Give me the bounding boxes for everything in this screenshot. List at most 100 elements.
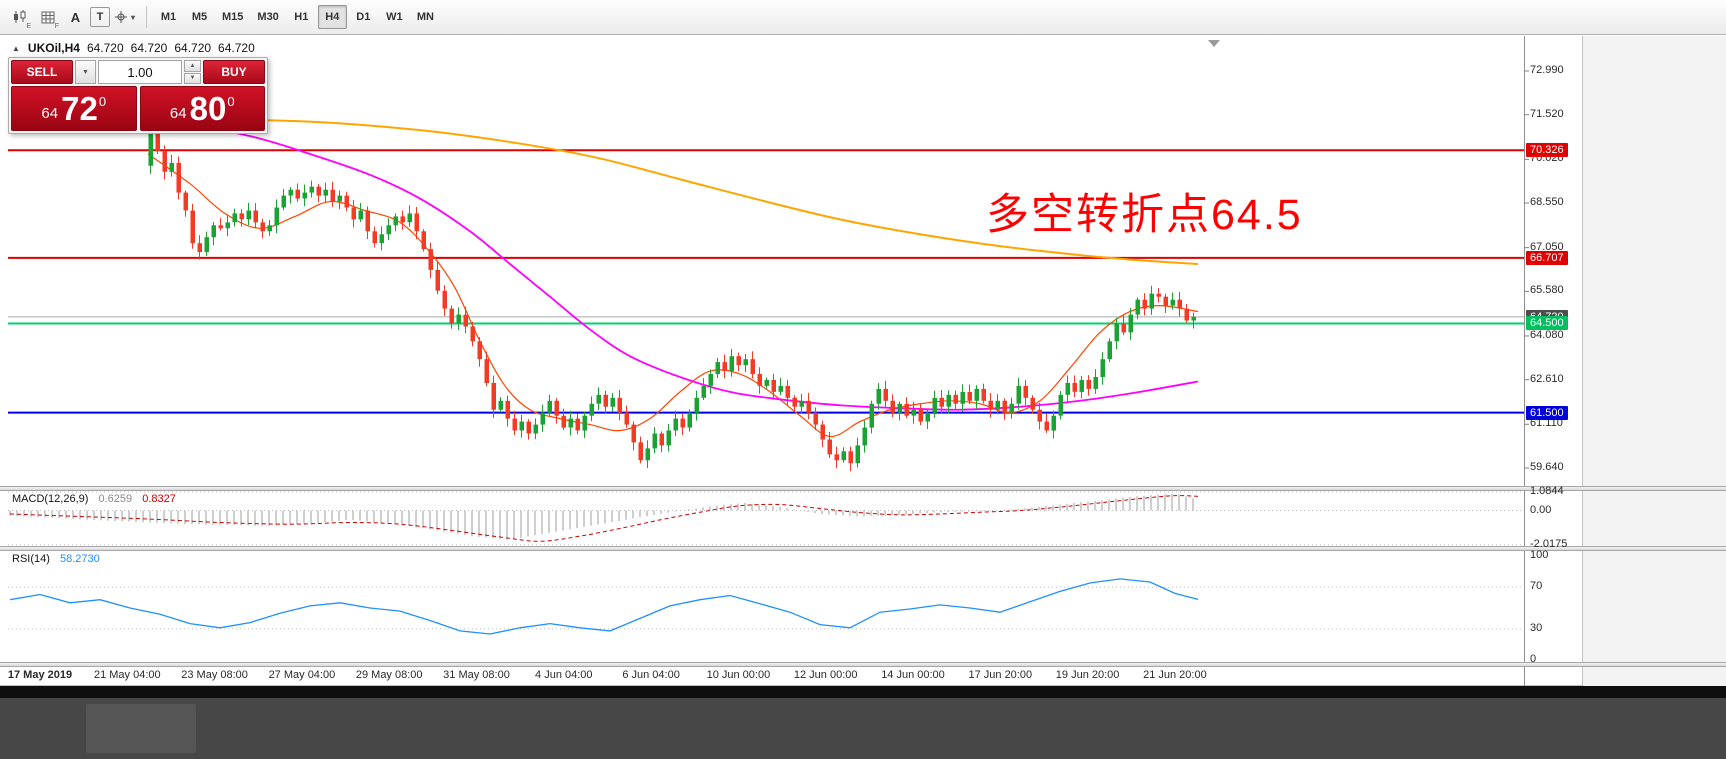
chevron-down-icon[interactable]: ▾ xyxy=(130,12,135,22)
toolbar-separator xyxy=(146,6,147,28)
timeframe-button-m15[interactable]: M15 xyxy=(222,11,244,23)
one-click-trading-panel: SELL ▼ ▲ ▼ BUY 64 72 0 64 80 0 xyxy=(8,57,268,134)
macd-scale-label: 1.0844 xyxy=(1530,485,1564,497)
caret-up-icon: ▲ xyxy=(189,62,196,69)
price-line-badge: 64.500 xyxy=(1526,316,1568,331)
sell-price-display[interactable]: 64 72 0 xyxy=(11,86,137,131)
volume-increase-button[interactable]: ▲ xyxy=(184,60,201,72)
rsi-scale-label: 0 xyxy=(1530,653,1537,665)
rsi-value: 58.2730 xyxy=(59,553,100,565)
quote-low: 64.720 xyxy=(174,41,212,55)
buy-price-display[interactable]: 64 80 0 xyxy=(139,86,265,131)
buy-price-main: 80 xyxy=(189,90,227,127)
rsi-header: RSI(14) 58.2730 xyxy=(12,553,100,565)
volume-dropdown-button[interactable]: ▼ xyxy=(75,60,96,84)
macd-signal-value: 0.8327 xyxy=(142,493,176,505)
timeframe-button-w1[interactable]: W1 xyxy=(386,11,403,23)
moving-average-lines xyxy=(7,118,1199,438)
price-axis-label: 72.990 xyxy=(1530,64,1564,76)
volume-stepper: ▲ ▼ xyxy=(184,60,201,84)
time-axis-label: 10 Jun 00:00 xyxy=(706,669,771,681)
macd-scale-label: 0.00 xyxy=(1530,503,1552,516)
sell-button[interactable]: SELL xyxy=(11,60,73,84)
macd-title: MACD(12,26,9) xyxy=(12,493,89,505)
rsi-scale-label: 70 xyxy=(1530,580,1543,593)
timeframe-button-mn[interactable]: MN xyxy=(416,11,434,23)
time-axis-label: 27 May 04:00 xyxy=(268,669,336,681)
price-line-badge: 61.500 xyxy=(1526,405,1568,420)
window-right-gutter xyxy=(1583,36,1726,686)
text-box-icon: T xyxy=(96,11,104,23)
sell-price-main: 72 xyxy=(61,90,98,127)
sell-button-label: SELL xyxy=(26,65,58,79)
timeframe-button-d1[interactable]: D1 xyxy=(356,11,371,23)
rsi-panel xyxy=(9,578,1199,635)
price-axis-label: 62.610 xyxy=(1530,372,1564,385)
collapse-panel-icon[interactable]: ▲ xyxy=(12,43,20,53)
price-line-badge: 70.326 xyxy=(1526,143,1568,158)
chart-style-button[interactable]: E xyxy=(6,4,33,30)
panel-splitter[interactable] xyxy=(0,486,1726,491)
macd-panel xyxy=(9,493,1199,542)
price-axis-label: 61.110 xyxy=(1530,417,1563,430)
timeframe-toolbar: M1 M5 M15 M30 H1 H4 D1 W1 MN xyxy=(154,5,442,29)
timeframe-button-m5[interactable]: M5 xyxy=(191,11,208,23)
crosshair-icon xyxy=(114,11,127,23)
taskbar-button[interactable] xyxy=(86,704,196,753)
chart-shift-marker xyxy=(1208,40,1220,47)
taskbar xyxy=(0,698,1726,759)
price-axis-label: 71.520 xyxy=(1530,107,1564,120)
crosshair-tool-button[interactable]: ▾ xyxy=(111,4,138,30)
macd-main-value: 0.6259 xyxy=(98,493,133,505)
horizontal-lines xyxy=(8,149,1524,414)
price-axis-label: 68.550 xyxy=(1530,196,1564,209)
time-axis-label: 19 Jun 20:00 xyxy=(1055,669,1120,681)
timeframe-button-h4[interactable]: H4 xyxy=(317,5,347,29)
time-axis-label: 14 Jun 00:00 xyxy=(881,669,945,681)
time-axis-label: 12 Jun 00:00 xyxy=(793,669,858,681)
buy-button[interactable]: BUY xyxy=(203,60,265,84)
macd-scale-label: -2.0175 xyxy=(1530,538,1568,550)
text-box-tool-button[interactable]: T xyxy=(90,7,110,27)
indicator-levels xyxy=(8,491,1524,630)
price-axis-label: 67.050 xyxy=(1530,240,1564,253)
rsi-scale-label: 100 xyxy=(1530,549,1549,561)
volume-decrease-button[interactable]: ▼ xyxy=(184,72,201,84)
text-label-icon: A xyxy=(70,9,81,25)
rsi-title: RSI(14) xyxy=(12,553,50,565)
buy-button-label: BUY xyxy=(221,65,247,79)
text-label-tool-button[interactable]: A xyxy=(62,4,89,30)
quote-open: 64.720 xyxy=(86,41,124,55)
window-bottom-edge xyxy=(0,686,1726,698)
price-axis-label: 65.580 xyxy=(1530,284,1564,297)
time-axis-label: 6 Jun 04:00 xyxy=(622,669,680,681)
chart-style-sub-label: E xyxy=(26,23,31,30)
timeframe-button-m30[interactable]: M30 xyxy=(257,11,279,23)
price-line-badge: 66.707 xyxy=(1526,250,1568,265)
volume-input[interactable] xyxy=(98,60,182,84)
grid-tool-button[interactable]: F xyxy=(34,4,61,30)
grid-icon xyxy=(41,11,54,23)
text-annotation: 多空转折点64.5 xyxy=(986,191,1303,239)
sell-price-prefix: 64 xyxy=(41,104,59,122)
quote-close: 64.720 xyxy=(218,41,255,55)
panel-splitter[interactable] xyxy=(0,662,1726,667)
macd-header: MACD(12,26,9) 0.6259 0.8327 xyxy=(12,493,176,505)
time-axis-label: 21 Jun 20:00 xyxy=(1143,669,1207,681)
panel-splitter[interactable] xyxy=(0,546,1726,551)
candlestick-icon xyxy=(13,10,25,23)
timeframe-button-m1[interactable]: M1 xyxy=(160,11,177,23)
symbol-period-label: UKOil,H4 xyxy=(27,41,80,55)
buy-price-prefix: 64 xyxy=(169,104,187,122)
time-axis-label: 21 May 04:00 xyxy=(93,669,161,681)
rsi-scale-label: 30 xyxy=(1530,621,1543,634)
timeframe-button-h1[interactable]: H1 xyxy=(294,11,309,23)
chart-title: ▲ UKOil,H4 64.720 64.720 64.720 64.720 xyxy=(12,41,255,55)
time-axis-label: 17 May 2019 xyxy=(7,669,73,681)
time-axis-label: 17 Jun 20:00 xyxy=(968,669,1033,681)
time-axis-label: 4 Jun 04:00 xyxy=(535,669,593,681)
price-axis-label: 59.640 xyxy=(1530,460,1564,473)
grid-sub-label: F xyxy=(54,23,59,30)
candles-series xyxy=(148,40,1220,472)
